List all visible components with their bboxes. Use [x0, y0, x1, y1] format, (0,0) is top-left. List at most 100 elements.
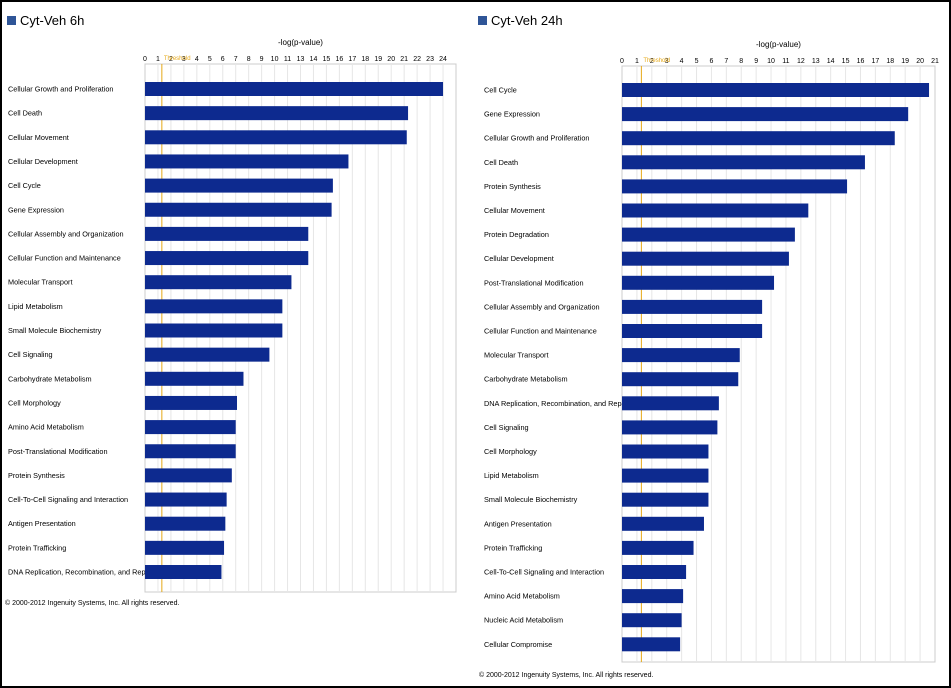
- category-label: Cellular Development: [8, 157, 78, 166]
- chart-panel-cyt-veh-6h: Cyt-Veh 6h 0 1 2 3 4 5 6 7 8 9 10 11 13 14 15 16 17 18 19 2…: [0, 0, 475, 688]
- category-label: Gene Expression: [484, 110, 540, 119]
- category-label: Gene Expression: [8, 205, 64, 214]
- bar: [622, 468, 709, 483]
- bar: [145, 275, 292, 290]
- bar: [145, 323, 283, 338]
- tick-label: 0: [620, 58, 624, 65]
- tick-label: 14: [827, 58, 835, 65]
- category-label: Carbohydrate Metabolism: [8, 374, 92, 383]
- category-label: Nucleic Acid Metabolism: [484, 616, 563, 625]
- legend-swatch: [478, 16, 487, 25]
- category-label: Cell Morphology: [8, 398, 61, 407]
- bar: [622, 251, 789, 266]
- tick-label: 12: [797, 58, 805, 65]
- threshold-label: Threshold: [643, 58, 670, 64]
- bar: [622, 348, 740, 363]
- bar: [145, 82, 444, 96]
- category-label: Molecular Transport: [8, 278, 72, 287]
- category-label: Post-Translational Modification: [8, 447, 108, 456]
- bar: [145, 106, 409, 121]
- category-label: Cell Cycle: [484, 86, 517, 95]
- bar: [622, 324, 763, 338]
- bar: [145, 154, 349, 169]
- chart-title: Cyt-Veh 24h: [478, 13, 563, 28]
- bar: [622, 372, 739, 387]
- bar: [622, 565, 687, 579]
- bar: [622, 589, 684, 604]
- category-label: Cellular Movement: [8, 133, 69, 142]
- category-label: Cellular Assembly and Organization: [484, 302, 600, 311]
- category-label: Cellular Movement: [484, 206, 545, 215]
- bar: [622, 516, 704, 531]
- threshold-label: Threshold: [164, 56, 191, 62]
- copyright-text: © 2000-2012 Ingenuity Systems, Inc. All …: [5, 600, 180, 607]
- tick-label: 24: [439, 56, 447, 63]
- chart-panel-cyt-veh-24h: Cyt-Veh 24h 0 1 2 3 4 5 6 7 8 9 10 11 12 13 14 15 16 17 18…: [475, 0, 951, 688]
- category-label: Protein Synthesis: [484, 182, 541, 191]
- tick-label: 9: [754, 58, 758, 65]
- tick-label: 11: [284, 56, 291, 63]
- tick-label: 4: [680, 58, 684, 65]
- tick-label: 14: [310, 56, 318, 63]
- chart-title-text: Cyt-Veh 6h: [20, 13, 85, 28]
- category-label: Antigen Presentation: [484, 519, 552, 528]
- bar: [145, 299, 283, 314]
- tick-label: 19: [374, 56, 382, 63]
- category-label: Small Molecule Biochemistry: [484, 495, 578, 504]
- tick-label: 20: [387, 56, 395, 63]
- category-label: Cell-To-Cell Signaling and Interaction: [484, 568, 604, 577]
- tick-label: 2: [169, 56, 173, 63]
- category-label: Cellular Assembly and Organization: [8, 229, 124, 238]
- bar: [622, 444, 709, 459]
- bar: [145, 420, 236, 435]
- tick-label: 6: [221, 56, 225, 63]
- category-label: Cell Morphology: [484, 447, 537, 456]
- bar: [622, 131, 895, 146]
- copyright-text: © 2000-2012 Ingenuity Systems, Inc. All …: [479, 672, 654, 679]
- tick-label: 17: [348, 56, 356, 63]
- bar: [622, 396, 719, 411]
- category-label: Cellular Growth and Proliferation: [484, 134, 589, 143]
- category-label: DNA Replication, Recombination, and Repa…: [8, 568, 154, 577]
- bar: [622, 203, 809, 218]
- bar: [622, 492, 709, 507]
- category-label: Cellular Compromise: [484, 640, 552, 649]
- x-axis-label: -log(p-value): [278, 38, 323, 47]
- bar: [145, 468, 232, 483]
- category-label: Cellular Growth and Proliferation: [8, 85, 113, 94]
- x-axis-label: -log(p-value): [756, 40, 801, 49]
- tick-label: 2: [650, 58, 654, 65]
- bar: [145, 565, 222, 579]
- bar: [145, 371, 244, 386]
- bar: [145, 516, 226, 531]
- bar: [622, 107, 909, 122]
- tick-label: 1: [156, 56, 160, 63]
- bar: [145, 444, 236, 459]
- category-label: Cell Signaling: [8, 350, 53, 359]
- tick-label: 20: [916, 58, 924, 65]
- tick-label: 10: [767, 58, 775, 65]
- category-label: Cell Death: [484, 158, 518, 167]
- category-label: Amino Acid Metabolism: [484, 592, 560, 601]
- tick-label: 15: [842, 58, 850, 65]
- bar: [145, 130, 407, 145]
- bar: [622, 83, 930, 97]
- plot-area: [621, 65, 936, 663]
- bar: [622, 420, 718, 435]
- category-label: Protein Trafficking: [484, 543, 542, 552]
- chart-title: Cyt-Veh 6h: [7, 13, 84, 28]
- category-label: DNA Replication, Recombination, and Repa…: [484, 399, 630, 408]
- bar: [145, 540, 225, 555]
- category-label: Cell Death: [8, 109, 42, 118]
- category-label: Cellular Function and Maintenance: [484, 327, 597, 336]
- chart-title-text: Cyt-Veh 24h: [491, 13, 563, 28]
- tick-label: 17: [871, 58, 879, 65]
- category-label: Molecular Transport: [484, 351, 548, 360]
- tick-label: 8: [247, 56, 251, 63]
- tick-label: 16: [335, 56, 343, 63]
- tick-label: 0: [143, 56, 147, 63]
- bar: [622, 227, 795, 242]
- bar: [622, 613, 682, 628]
- tick-label: 7: [724, 58, 728, 65]
- bar: [622, 155, 865, 170]
